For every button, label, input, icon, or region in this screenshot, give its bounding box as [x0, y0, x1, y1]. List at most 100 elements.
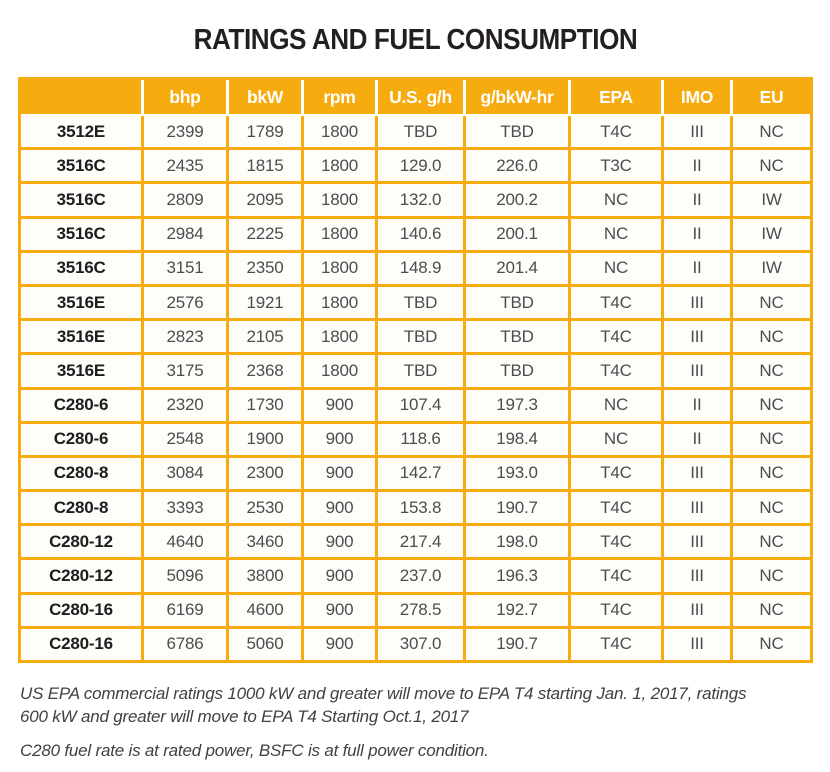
data-cell: 2095	[229, 184, 301, 216]
data-cell: NC	[733, 628, 810, 660]
header-cell: EU	[733, 80, 810, 114]
data-cell: TBD	[466, 286, 568, 319]
data-cell: 3393	[144, 492, 226, 524]
data-cell: T4C	[571, 355, 661, 387]
data-cell: T4C	[571, 526, 661, 558]
row-label-cell: 3516E	[21, 286, 141, 319]
data-cell: TBD	[466, 116, 568, 148]
data-cell: 900	[304, 628, 375, 660]
data-cell: III	[664, 594, 730, 626]
data-cell: 1921	[229, 286, 301, 319]
data-cell: II	[664, 150, 730, 182]
data-cell: NC	[733, 389, 810, 421]
row-label-cell: C280-8	[21, 457, 141, 490]
row-label-cell: 3516C	[21, 184, 141, 216]
data-cell: II	[664, 252, 730, 284]
data-cell: 197.3	[466, 389, 568, 421]
data-cell: 900	[304, 423, 375, 455]
data-cell: NC	[733, 286, 810, 319]
data-cell: NC	[733, 423, 810, 455]
data-cell: 190.7	[466, 628, 568, 660]
data-cell: 2984	[144, 218, 226, 250]
row-label-cell: C280-6	[21, 389, 141, 421]
data-cell: 5096	[144, 560, 226, 592]
data-cell: 3175	[144, 355, 226, 387]
row-label-cell: C280-6	[21, 423, 141, 455]
data-cell: TBD	[466, 321, 568, 353]
data-cell: 118.6	[378, 423, 463, 455]
data-cell: 307.0	[378, 628, 463, 660]
data-cell: 2350	[229, 252, 301, 284]
data-cell: 2300	[229, 457, 301, 490]
data-cell: NC	[571, 389, 661, 421]
data-cell: III	[664, 628, 730, 660]
header-cell: rpm	[304, 80, 375, 114]
data-cell: NC	[571, 423, 661, 455]
row-label-cell: 3512E	[21, 116, 141, 148]
data-cell: 1800	[304, 252, 375, 284]
data-cell: 193.0	[466, 457, 568, 490]
header-cell: EPA	[571, 80, 661, 114]
data-cell: TBD	[466, 355, 568, 387]
data-cell: 237.0	[378, 560, 463, 592]
data-cell: NC	[733, 526, 810, 558]
data-cell: III	[664, 355, 730, 387]
data-cell: III	[664, 321, 730, 353]
data-cell: 900	[304, 526, 375, 558]
data-cell: T4C	[571, 628, 661, 660]
data-cell: 2530	[229, 492, 301, 524]
data-cell: 278.5	[378, 594, 463, 626]
data-cell: 2823	[144, 321, 226, 353]
data-cell: T4C	[571, 321, 661, 353]
data-cell: III	[664, 560, 730, 592]
data-cell: NC	[571, 218, 661, 250]
footnotes-section: US EPA commercial ratings 1000 kW and gr…	[20, 682, 780, 762]
data-cell: NC	[733, 594, 810, 626]
data-cell: T4C	[571, 492, 661, 524]
data-cell: NC	[733, 321, 810, 353]
data-cell: T4C	[571, 560, 661, 592]
header-cell: IMO	[664, 80, 730, 114]
row-label-cell: C280-8	[21, 492, 141, 524]
data-cell: III	[664, 526, 730, 558]
data-cell: 132.0	[378, 184, 463, 216]
table-body: 3512E 2399 1789 1800 TBD TBD T4C III NC 3516C 2435…	[21, 116, 810, 660]
data-cell: III	[664, 492, 730, 524]
table-header-row: bhp bkW rpm U.S. g/h g/bkW-hr EPA IMO EU	[21, 80, 810, 116]
data-cell: 2368	[229, 355, 301, 387]
data-cell: II	[664, 184, 730, 216]
data-cell: NC	[733, 457, 810, 490]
data-cell: 6786	[144, 628, 226, 660]
data-cell: 107.4	[378, 389, 463, 421]
data-cell: TBD	[378, 321, 463, 353]
data-cell: 1800	[304, 218, 375, 250]
data-cell: 900	[304, 560, 375, 592]
data-cell: III	[664, 116, 730, 148]
data-cell: 217.4	[378, 526, 463, 558]
data-cell: 2809	[144, 184, 226, 216]
data-cell: 153.8	[378, 492, 463, 524]
data-cell: NC	[733, 560, 810, 592]
data-cell: 900	[304, 492, 375, 524]
data-cell: 4600	[229, 594, 301, 626]
data-cell: TBD	[378, 116, 463, 148]
data-cell: T4C	[571, 457, 661, 490]
data-cell: 142.7	[378, 457, 463, 490]
data-cell: T3C	[571, 150, 661, 182]
data-cell: 1800	[304, 321, 375, 353]
data-cell: 2225	[229, 218, 301, 250]
data-cell: 148.9	[378, 252, 463, 284]
data-cell: III	[664, 286, 730, 319]
data-cell: TBD	[378, 355, 463, 387]
data-cell: 1815	[229, 150, 301, 182]
data-cell: TBD	[378, 286, 463, 319]
data-cell: 1730	[229, 389, 301, 421]
data-cell: 2576	[144, 286, 226, 319]
page-title: RATINGS AND FUEL CONSUMPTION	[193, 24, 637, 56]
data-cell: 3151	[144, 252, 226, 284]
data-cell: 2320	[144, 389, 226, 421]
data-cell: 3800	[229, 560, 301, 592]
data-cell: III	[664, 457, 730, 490]
row-label-cell: 3516C	[21, 252, 141, 284]
